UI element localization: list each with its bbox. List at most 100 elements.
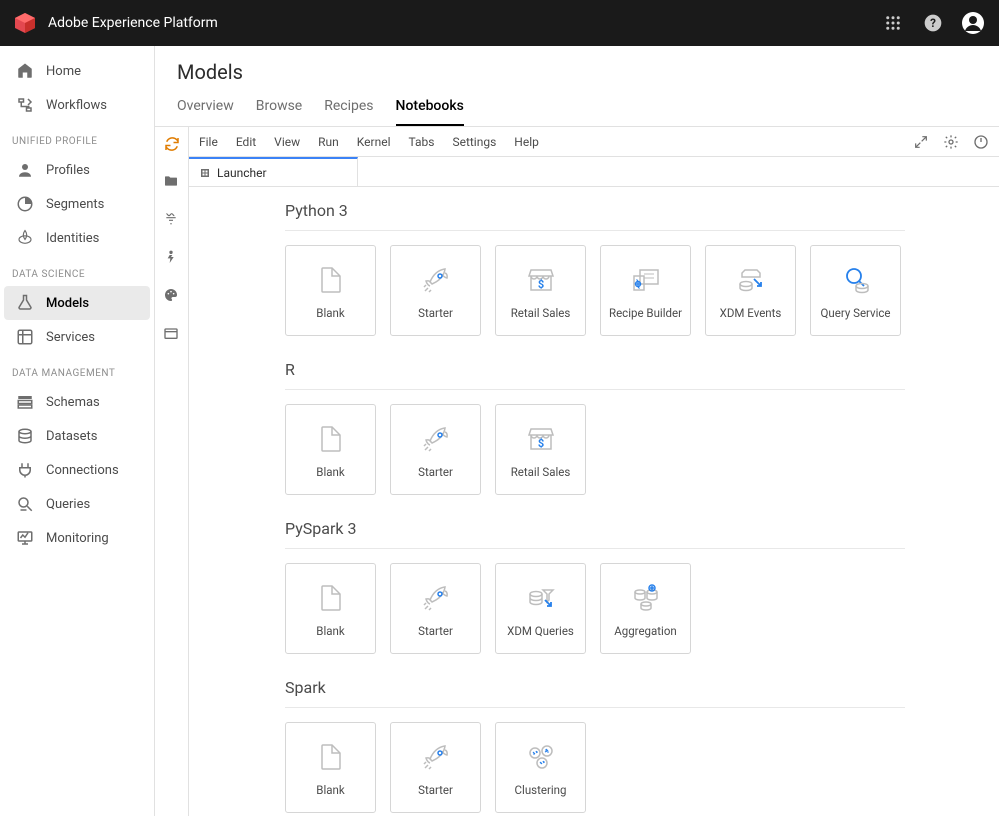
sidebar-item-queries[interactable]: Queries bbox=[4, 487, 150, 521]
help-icon[interactable] bbox=[921, 11, 945, 35]
divider bbox=[285, 389, 905, 390]
blank-icon bbox=[312, 420, 350, 458]
jupyter-menubar: File Edit View Run Kernel Tabs Settings Help bbox=[189, 127, 999, 157]
launcher-card-xdm-events[interactable]: XDM Events bbox=[705, 245, 796, 336]
sidebar-section-label: DATA MANAGEMENT bbox=[0, 354, 154, 385]
retail-icon bbox=[522, 420, 560, 458]
launcher-card-retail-sales[interactable]: Retail Sales bbox=[495, 404, 586, 495]
menu-view[interactable]: View bbox=[274, 135, 300, 149]
aggregation-icon bbox=[627, 579, 665, 617]
blank-icon bbox=[312, 579, 350, 617]
launcher-card-retail-sales[interactable]: Retail Sales bbox=[495, 245, 586, 336]
sidebar-item-label: Connections bbox=[46, 463, 119, 478]
refresh-icon[interactable] bbox=[163, 135, 181, 153]
rocket-icon bbox=[417, 579, 455, 617]
segment-icon bbox=[16, 195, 34, 213]
user-avatar-icon[interactable] bbox=[961, 11, 985, 35]
card-row: Blank StarterRetail Sales bbox=[285, 404, 999, 495]
commands-icon[interactable] bbox=[163, 211, 181, 229]
schema-icon bbox=[16, 393, 34, 411]
launcher-card-blank[interactable]: Blank bbox=[285, 245, 376, 336]
sidebar-item-services[interactable]: Services bbox=[4, 320, 150, 354]
sidebar-item-home[interactable]: Home bbox=[4, 54, 150, 88]
menu-settings[interactable]: Settings bbox=[452, 135, 496, 149]
tab-overview[interactable]: Overview bbox=[177, 98, 234, 126]
launcher-card-starter[interactable]: Starter bbox=[390, 404, 481, 495]
sidebar-item-connections[interactable]: Connections bbox=[4, 453, 150, 487]
card-row: BlankStarterRetail SalesRecipe BuilderXD… bbox=[285, 245, 999, 336]
menu-kernel[interactable]: Kernel bbox=[357, 135, 391, 149]
files-icon[interactable] bbox=[163, 173, 181, 191]
menu-file[interactable]: File bbox=[199, 135, 218, 149]
menu-tabs[interactable]: Tabs bbox=[408, 135, 434, 149]
card-row: Blank Starter XDM Queries Aggregation bbox=[285, 563, 999, 654]
menu-help[interactable]: Help bbox=[514, 135, 539, 149]
sidebar-item-datasets[interactable]: Datasets bbox=[4, 419, 150, 453]
tab-browse[interactable]: Browse bbox=[256, 98, 302, 126]
sidebar-item-monitoring[interactable]: Monitoring bbox=[4, 521, 150, 555]
launcher-card-blank[interactable]: Blank bbox=[285, 563, 376, 654]
blank-icon bbox=[312, 261, 350, 299]
sidebar-item-label: Services bbox=[46, 330, 95, 345]
sidebar-item-workflows[interactable]: Workflows bbox=[4, 88, 150, 122]
sidebar-item-segments[interactable]: Segments bbox=[4, 187, 150, 221]
expand-icon[interactable] bbox=[913, 134, 929, 150]
card-label: Blank bbox=[316, 466, 344, 480]
sidebar-item-label: Queries bbox=[46, 497, 90, 512]
sidebar-item-identities[interactable]: Identities bbox=[4, 221, 150, 255]
profile-icon bbox=[16, 161, 34, 179]
sidebar-item-label: Segments bbox=[46, 197, 104, 212]
launcher-card-xdm-queries[interactable]: XDM Queries bbox=[495, 563, 586, 654]
launcher-card-starter[interactable]: Starter bbox=[390, 563, 481, 654]
shutdown-icon[interactable] bbox=[973, 134, 989, 150]
jupyter-tabbar: Launcher bbox=[189, 157, 999, 187]
divider bbox=[285, 230, 905, 231]
menu-run[interactable]: Run bbox=[318, 135, 339, 149]
rocket-icon bbox=[417, 261, 455, 299]
tabs-icon[interactable] bbox=[163, 325, 181, 343]
launcher-card-query-service[interactable]: Query Service bbox=[810, 245, 901, 336]
rocket-icon bbox=[417, 420, 455, 458]
divider bbox=[285, 707, 905, 708]
settings-gear-icon[interactable] bbox=[943, 134, 959, 150]
apps-icon[interactable] bbox=[881, 11, 905, 35]
launcher-card-blank[interactable]: Blank bbox=[285, 404, 376, 495]
retail-icon bbox=[522, 261, 560, 299]
product-name: Adobe Experience Platform bbox=[48, 15, 218, 31]
kernel-section: PySpark 3BlankStarterXDM QueriesAggregat… bbox=[285, 519, 999, 654]
tab-notebooks[interactable]: Notebooks bbox=[396, 98, 464, 126]
card-label: Query Service bbox=[820, 307, 890, 321]
global-header: Adobe Experience Platform bbox=[0, 0, 999, 46]
kernel-title: Python 3 bbox=[285, 201, 999, 220]
models-subtabs: Overview Browse Recipes Notebooks bbox=[155, 84, 999, 127]
launcher-tab[interactable]: Launcher bbox=[189, 157, 358, 186]
launcher-card-starter[interactable]: Starter bbox=[390, 722, 481, 813]
brand: Adobe Experience Platform bbox=[14, 12, 218, 34]
launcher-card-blank[interactable]: Blank bbox=[285, 722, 376, 813]
launcher-card-aggregation[interactable]: Aggregation bbox=[600, 563, 691, 654]
divider bbox=[285, 548, 905, 549]
launcher-card-recipe-builder[interactable]: Recipe Builder bbox=[600, 245, 691, 336]
sidebar-item-profiles[interactable]: Profiles bbox=[4, 153, 150, 187]
card-label: Starter bbox=[418, 625, 453, 639]
blank-icon bbox=[312, 738, 350, 776]
sidebar-item-label: Schemas bbox=[46, 395, 100, 410]
menu-edit[interactable]: Edit bbox=[236, 135, 256, 149]
launcher-card-clustering[interactable]: Clustering bbox=[495, 722, 586, 813]
sidebar-item-schemas[interactable]: Schemas bbox=[4, 385, 150, 419]
launcher-card-starter[interactable]: Starter bbox=[390, 245, 481, 336]
recipe-builder-icon bbox=[627, 261, 665, 299]
jupyter-leftstrip bbox=[155, 127, 189, 816]
tab-recipes[interactable]: Recipes bbox=[324, 98, 373, 126]
sidebar-item-models[interactable]: Models bbox=[4, 286, 150, 320]
palette-icon[interactable] bbox=[163, 287, 181, 305]
card-label: Blank bbox=[316, 625, 344, 639]
database-icon bbox=[16, 427, 34, 445]
sidebar-item-label: Profiles bbox=[46, 163, 90, 178]
sidebar-section-label: DATA SCIENCE bbox=[0, 255, 154, 286]
sidebar-item-label: Identities bbox=[46, 231, 99, 246]
card-label: XDM Queries bbox=[507, 625, 574, 639]
running-icon[interactable] bbox=[163, 249, 181, 267]
kernel-title: Spark bbox=[285, 678, 999, 697]
card-label: Aggregation bbox=[614, 625, 677, 639]
